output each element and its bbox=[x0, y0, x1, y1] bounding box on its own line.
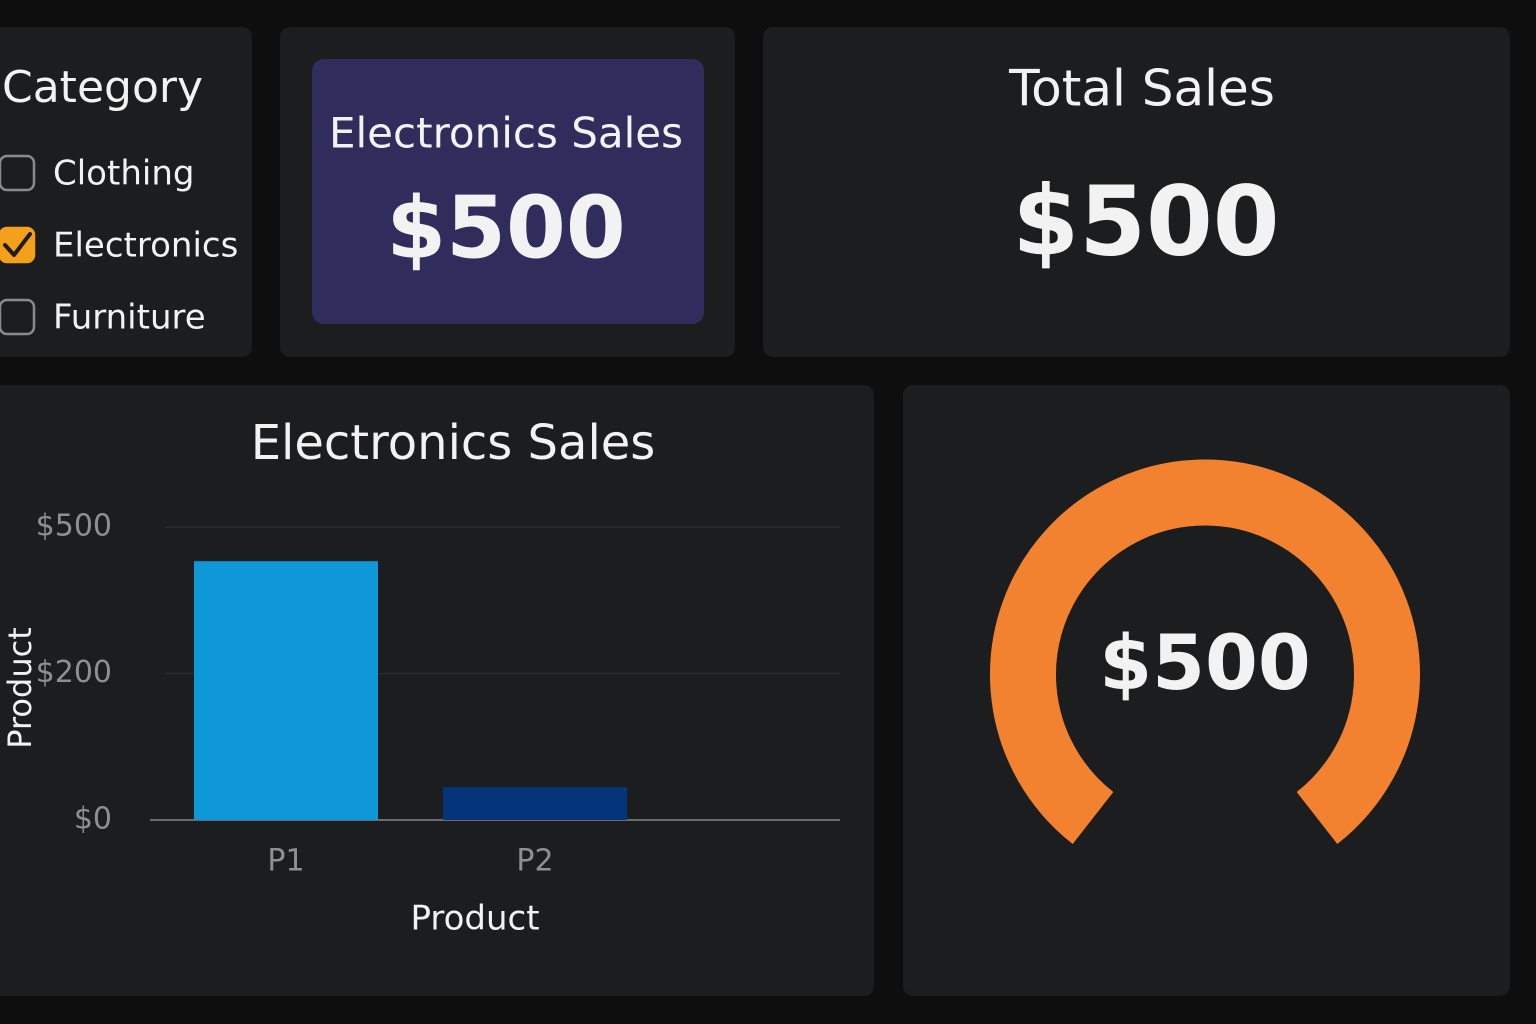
card-title: Electronics Sales bbox=[329, 109, 683, 158]
bar bbox=[443, 787, 627, 820]
card-title: Total Sales bbox=[1008, 60, 1275, 118]
checkbox[interactable] bbox=[0, 154, 36, 192]
card-value: $500 bbox=[1012, 165, 1279, 277]
checkbox-option[interactable]: Clothing bbox=[0, 154, 194, 194]
highlight-card bbox=[312, 59, 704, 324]
checkbox-option[interactable]: Electronics bbox=[0, 226, 238, 266]
checkbox[interactable] bbox=[0, 226, 36, 264]
y-tick-label: $200 bbox=[36, 655, 112, 690]
checkbox-label[interactable]: Furniture bbox=[53, 298, 206, 338]
bar bbox=[194, 561, 378, 820]
filter-title: Category bbox=[2, 62, 203, 113]
checkbox-label[interactable]: Clothing bbox=[53, 154, 194, 194]
x-tick-label: P1 bbox=[267, 844, 304, 879]
x-tick-label: P2 bbox=[516, 844, 553, 879]
x-axis-title: Product bbox=[410, 899, 539, 939]
filter-panel bbox=[0, 27, 252, 357]
checkmark bbox=[3, 232, 32, 257]
y-tick-label: $0 bbox=[74, 802, 112, 837]
chart-panel bbox=[0, 385, 874, 996]
bar-chart: $0 $200 $500 P1 P2 bbox=[36, 509, 840, 879]
checkbox[interactable] bbox=[0, 298, 36, 336]
checkbox-label[interactable]: Electronics bbox=[53, 226, 238, 266]
chart-title: Electronics Sales bbox=[251, 415, 656, 471]
y-tick-label: $500 bbox=[36, 509, 112, 544]
gauge-value: $500 bbox=[1099, 618, 1311, 707]
y-axis-title: Product bbox=[1, 627, 39, 749]
card-panel bbox=[763, 27, 1510, 357]
checkbox-option[interactable]: Furniture bbox=[0, 298, 206, 338]
card-value: $500 bbox=[386, 178, 625, 278]
gauge-arc bbox=[990, 459, 1420, 844]
filter-options: Clothing Electronics Furniture bbox=[0, 154, 238, 338]
